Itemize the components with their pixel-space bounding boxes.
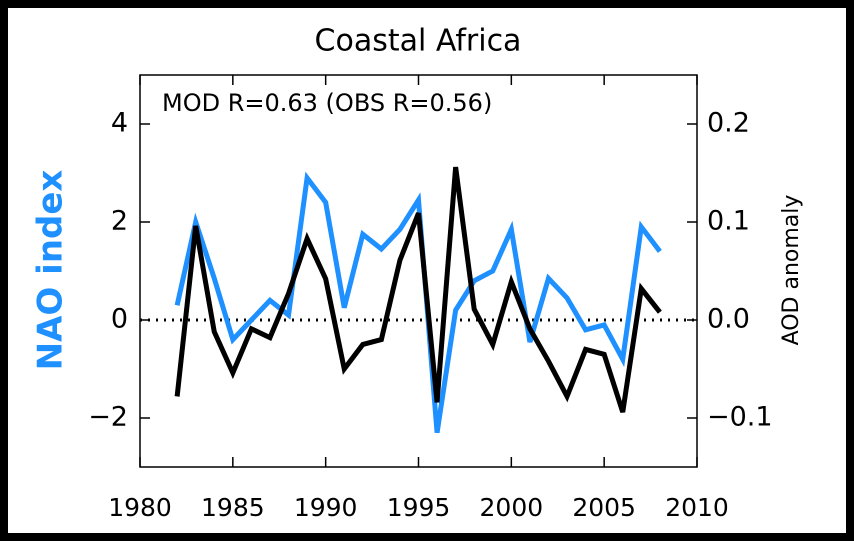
y2-tick-label: 0.1 <box>707 206 750 237</box>
x-tick-label: 2010 <box>665 493 729 522</box>
x-tick-label: 2000 <box>480 493 544 522</box>
y-tick-label: 0 <box>111 304 128 335</box>
y2-tick-label: 0.2 <box>707 108 750 139</box>
y2-axis-label: AOD anomaly <box>779 195 804 346</box>
y-axis-label: NAO index <box>31 170 71 371</box>
y2-tick-label: 0.0 <box>707 304 750 335</box>
x-tick-label: 1980 <box>108 493 172 522</box>
x-tick-label: 1985 <box>201 493 265 522</box>
y-tick-label: 2 <box>111 206 128 237</box>
data-line <box>174 171 662 434</box>
x-tick-label: 1995 <box>387 493 451 522</box>
chart-title: Coastal Africa <box>315 24 522 59</box>
data-line <box>174 166 662 413</box>
x-tick-label: 1990 <box>294 493 358 522</box>
annotation: MOD R=0.63 (OBS R=0.56) <box>162 89 492 117</box>
x-tick-label: 2005 <box>572 493 636 522</box>
y2-tick-label: −0.1 <box>707 402 773 433</box>
y-tick-label: −2 <box>88 402 128 433</box>
y-tick-label: 4 <box>111 108 128 139</box>
